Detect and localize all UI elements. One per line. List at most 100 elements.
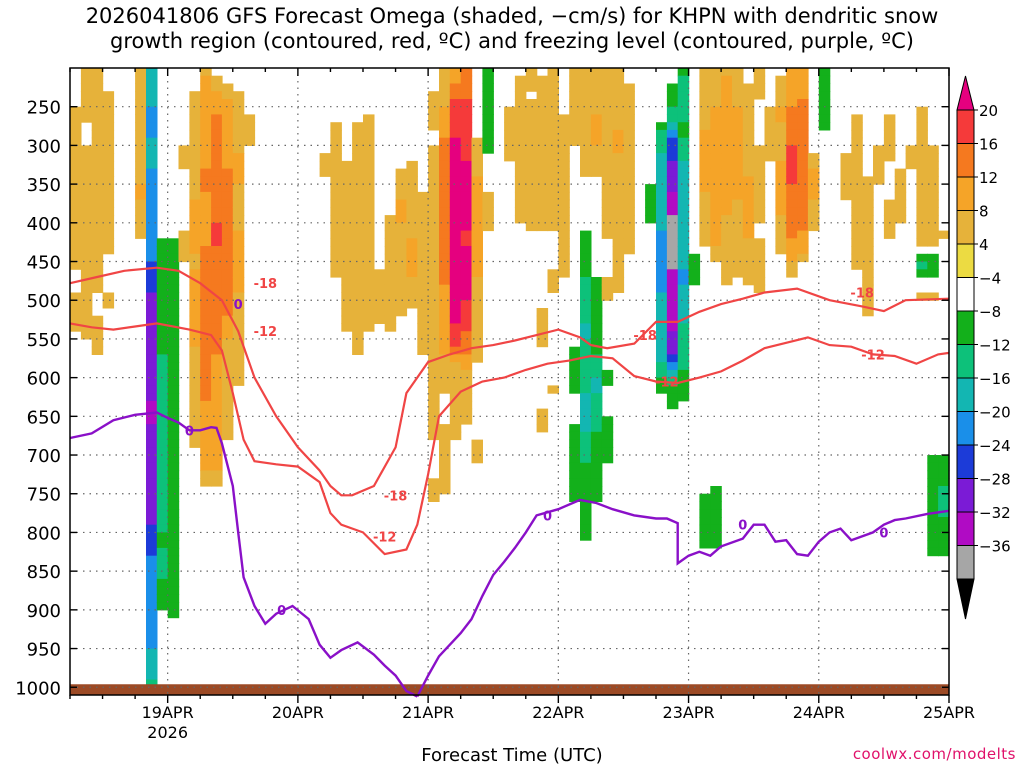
omega-cell — [102, 99, 115, 108]
omega-cell — [211, 91, 223, 100]
omega-cell — [146, 633, 158, 642]
omega-cell — [428, 176, 440, 185]
omega-cell — [851, 137, 863, 146]
omega-cell — [677, 238, 690, 247]
omega-cell — [232, 277, 245, 286]
omega-cell — [818, 99, 831, 108]
omega-cell — [666, 168, 679, 177]
omega-cell — [710, 184, 722, 193]
omega-cell — [666, 393, 679, 402]
omega-cell — [156, 416, 169, 425]
omega-cell — [167, 455, 180, 464]
omega-cell — [211, 106, 223, 115]
omega-cell — [449, 431, 462, 441]
omega-cell — [851, 168, 863, 177]
omega-cell — [330, 160, 342, 170]
omega-cell — [742, 222, 755, 232]
omega-cell — [352, 122, 364, 131]
omega-cell — [536, 114, 549, 123]
omega-cell — [677, 215, 690, 224]
omega-shading — [70, 68, 950, 688]
omega-cell — [146, 83, 158, 92]
omega-cell — [797, 106, 809, 115]
omega-cell — [677, 153, 690, 162]
omega-cell — [406, 300, 418, 309]
omega-cell — [775, 168, 787, 177]
omega-cell — [211, 393, 223, 402]
omega-cell — [428, 315, 440, 324]
omega-cell — [232, 199, 245, 208]
omega-cell — [200, 99, 212, 108]
omega-cell — [742, 199, 755, 208]
omega-cell — [330, 238, 342, 247]
omega-cell — [601, 160, 614, 170]
omega-cell — [797, 75, 809, 84]
omega-cell — [439, 308, 451, 317]
omega-cell — [775, 215, 787, 224]
omega-cell — [428, 145, 440, 154]
omega-cell — [146, 222, 158, 232]
omega-cell — [742, 207, 755, 216]
omega-cell — [938, 486, 950, 495]
omega-cell — [797, 168, 809, 177]
omega-cell — [569, 129, 581, 139]
omega-cell — [569, 106, 581, 115]
omega-cell — [167, 493, 180, 502]
omega-cell — [102, 145, 115, 154]
omega-cell — [699, 207, 711, 216]
omega-cell — [645, 199, 657, 208]
omega-cell — [406, 261, 418, 270]
omega-cell — [623, 176, 635, 185]
omega-cell — [851, 160, 863, 170]
omega-cell — [938, 509, 950, 518]
omega-cell — [428, 114, 440, 123]
omega-cell — [580, 246, 592, 255]
omega-cell — [601, 191, 614, 201]
omega-cell — [732, 269, 744, 278]
omega-cell — [742, 145, 755, 154]
omega-cell — [710, 83, 722, 92]
omega-cell — [80, 331, 93, 340]
omega-cell — [742, 153, 755, 162]
credit-link[interactable]: coolwx.com/modelts — [852, 745, 1016, 763]
omega-cell — [471, 215, 483, 224]
omega-cell — [558, 176, 570, 185]
omega-cell — [146, 679, 158, 688]
omega-cell — [656, 137, 668, 146]
omega-cell — [677, 137, 690, 146]
omega-cell — [916, 292, 928, 301]
omega-cell — [384, 222, 397, 232]
omega-cell — [146, 145, 158, 154]
omega-cell — [221, 184, 234, 193]
colorbar-swatch — [956, 109, 975, 144]
omega-cell — [200, 122, 212, 131]
colorbar-label: 16 — [979, 136, 998, 154]
omega-cell — [91, 207, 104, 216]
omega-cell — [732, 238, 744, 247]
omega-cell — [797, 99, 809, 108]
omega-cell — [742, 253, 755, 263]
omega-cell — [167, 377, 180, 386]
omega-cell — [699, 129, 711, 139]
omega-cell — [851, 215, 863, 224]
omega-cell — [753, 75, 766, 84]
omega-cell — [91, 75, 104, 84]
omega-cell — [384, 300, 397, 309]
omega-cell — [384, 308, 397, 317]
colorbar-swatch — [956, 377, 975, 412]
omega-cell — [666, 184, 679, 193]
grid-lines — [70, 68, 949, 695]
omega-cell — [460, 354, 473, 363]
omega-cell — [471, 160, 483, 170]
omega-cell — [851, 207, 863, 216]
omega-cell — [710, 501, 722, 510]
omega-cell — [482, 145, 494, 154]
omega-cell — [623, 160, 635, 170]
omega-cell — [883, 122, 896, 131]
omega-cell — [439, 261, 451, 270]
omega-cell — [807, 215, 820, 224]
omega-cell — [916, 222, 928, 232]
omega-cell — [352, 253, 364, 263]
omega-cell — [732, 222, 744, 232]
omega-cell — [417, 215, 429, 224]
